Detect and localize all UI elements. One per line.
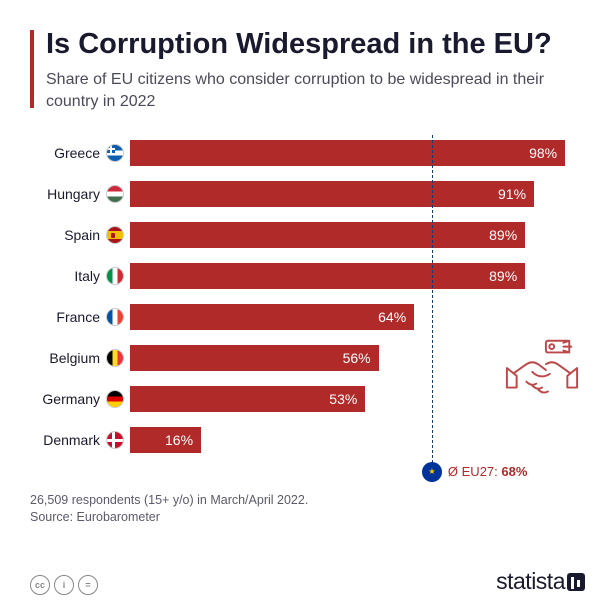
- country-label-cell: Denmark: [30, 431, 130, 449]
- bar-track: 16%: [130, 427, 585, 453]
- country-label-cell: Hungary: [30, 185, 130, 203]
- bar: 56%: [130, 345, 379, 371]
- country-name: Denmark: [43, 432, 100, 448]
- bar-value-label: 91%: [498, 186, 526, 202]
- bar: 89%: [130, 263, 525, 289]
- chart-subtitle: Share of EU citizens who consider corrup…: [46, 69, 585, 112]
- country-label-cell: Belgium: [30, 349, 130, 367]
- country-label-cell: Germany: [30, 390, 130, 408]
- bar-track: 89%: [130, 222, 585, 248]
- bar-track: 56%: [130, 345, 585, 371]
- country-name: France: [56, 309, 100, 325]
- bar-chart: Greece 98% Hungary 91% Spain 89% Italy 89% Franc…: [30, 135, 585, 458]
- flag-icon: [106, 267, 124, 285]
- cc-nd-icon: =: [78, 575, 98, 595]
- flag-icon: [106, 144, 124, 162]
- footnote-respondents: 26,509 respondents (15+ y/o) in March/Ap…: [30, 493, 308, 507]
- eu-average-label: Ø EU27: 68%: [448, 464, 528, 479]
- bar-value-label: 89%: [489, 227, 517, 243]
- flag-icon: [106, 185, 124, 203]
- footnote: 26,509 respondents (15+ y/o) in March/Ap…: [30, 492, 585, 527]
- bar-row: Denmark 16%: [30, 422, 585, 458]
- license-icons: cc i =: [30, 575, 98, 595]
- bar-track: 91%: [130, 181, 585, 207]
- country-name: Belgium: [49, 350, 100, 366]
- country-name: Hungary: [47, 186, 100, 202]
- bar-track: 98%: [130, 140, 585, 166]
- bar-value-label: 64%: [378, 309, 406, 325]
- cc-icon: cc: [30, 575, 50, 595]
- bar-value-label: 53%: [329, 391, 357, 407]
- bar-row: Greece 98%: [30, 135, 585, 171]
- country-name: Germany: [42, 391, 100, 407]
- bar: 98%: [130, 140, 565, 166]
- flag-icon: [106, 226, 124, 244]
- country-name: Italy: [74, 268, 100, 284]
- cc-by-icon: i: [54, 575, 74, 595]
- country-label-cell: Italy: [30, 267, 130, 285]
- bar-track: 89%: [130, 263, 585, 289]
- bar-track: 64%: [130, 304, 585, 330]
- bar-row: Italy 89%: [30, 258, 585, 294]
- bar-row: Hungary 91%: [30, 176, 585, 212]
- country-label-cell: Greece: [30, 144, 130, 162]
- eu-average-marker: ★ Ø EU27: 68%: [422, 462, 528, 482]
- bar: 64%: [130, 304, 414, 330]
- flag-icon: [106, 349, 124, 367]
- footer: cc i = statista: [30, 568, 585, 595]
- bar-value-label: 98%: [529, 145, 557, 161]
- flag-icon: [106, 431, 124, 449]
- country-name: Spain: [64, 227, 100, 243]
- flag-icon: [106, 308, 124, 326]
- logo-mark-icon: [567, 573, 585, 591]
- bar: 53%: [130, 386, 365, 412]
- bar: 16%: [130, 427, 201, 453]
- eu-average-line: [432, 135, 433, 478]
- bar-value-label: 16%: [165, 432, 193, 448]
- flag-icon: [106, 390, 124, 408]
- bar-value-label: 89%: [489, 268, 517, 284]
- eu-flag-icon: ★: [422, 462, 442, 482]
- footnote-source: Source: Eurobarometer: [30, 510, 160, 524]
- bar-row: Spain 89%: [30, 217, 585, 253]
- country-name: Greece: [54, 145, 100, 161]
- country-label-cell: France: [30, 308, 130, 326]
- bar-row: Germany 53%: [30, 381, 585, 417]
- country-label-cell: Spain: [30, 226, 130, 244]
- bar: 91%: [130, 181, 534, 207]
- bar-row: France 64%: [30, 299, 585, 335]
- logo-text: statista: [496, 568, 565, 594]
- bar-value-label: 56%: [343, 350, 371, 366]
- statista-logo: statista: [496, 568, 585, 595]
- bar-row: Belgium 56%: [30, 340, 585, 376]
- chart-title: Is Corruption Widespread in the EU?: [46, 28, 585, 61]
- title-accent-bar: [30, 30, 34, 108]
- bar: 89%: [130, 222, 525, 248]
- bar-track: 53%: [130, 386, 585, 412]
